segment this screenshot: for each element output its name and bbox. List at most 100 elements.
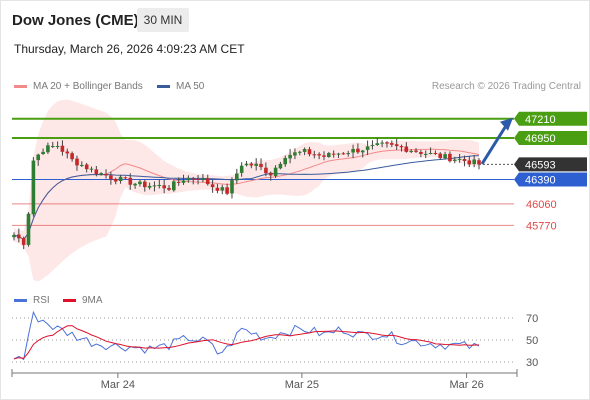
candle-body [12,235,16,238]
candle-body [36,154,40,161]
candle-body [390,143,394,145]
candle-body [17,234,21,239]
candles-group [12,137,481,250]
candle-body [51,146,55,147]
candle-body [433,153,438,154]
candle-body [336,153,341,155]
candle-body [346,153,350,155]
candle-body [113,178,118,182]
candle-body [225,187,229,194]
candle-body [443,154,447,159]
candle-body [322,155,326,157]
candle-body [409,151,413,152]
candle-body [21,238,26,245]
candle-body [41,151,45,154]
candle-body [288,154,292,159]
candle-body [448,153,452,162]
candle-body [162,185,166,189]
candle-body [80,165,84,166]
candle-body [75,158,79,166]
candle-body [138,181,142,185]
rsi-tick-label-50: 50 [526,335,538,347]
candle-body [360,150,365,153]
candle-body [399,146,404,148]
candle-body [428,153,433,154]
candle-body [143,181,147,188]
candle-body [254,163,258,166]
price-tag-text: 46390 [525,174,556,186]
candle-body [196,179,200,180]
legend-ma50: MA 50 [157,81,204,92]
candle-body [109,175,113,180]
ma50-line [13,155,480,241]
candle-body [302,149,307,152]
candle-body [123,177,128,179]
candle-body [191,178,195,180]
price-tag-46593: 46593 [514,157,587,172]
candle-body [147,185,152,188]
price-tag-bg [514,111,587,126]
candle-body [201,178,205,181]
legend-ma9: 9MA [63,295,103,306]
forecast-arrow-head [500,117,513,131]
x-tick-label: Mar 24 [101,379,135,391]
candle-body [327,153,331,157]
price-label-45770: 45770 [526,220,557,232]
candle-body [46,145,50,153]
rsi-line [13,310,480,361]
price-tag-bg [514,157,587,172]
ma50-swatch [157,85,170,88]
price-tag-text: 46593 [525,159,556,171]
candle-body [230,180,234,194]
rsi-swatch [14,299,27,302]
price-tag-bg [514,172,587,187]
candle-body [453,159,457,161]
bollinger-band-fill [14,99,479,282]
legend-ma20: MA 20 + Bollinger Bands [14,81,143,92]
ma20-legend-label: MA 20 + Bollinger Bands [33,81,143,92]
candle-body [31,160,36,215]
candle-body [273,167,278,176]
candle-body [419,152,423,154]
ma50-legend-label: MA 50 [176,81,205,92]
price-tag-bg [514,131,587,145]
legend-rsi: RSI [14,295,50,306]
price-tag-46950: 46950 [514,131,587,145]
candle-body [462,159,467,161]
candle-body [259,163,263,168]
candle-body [472,159,476,165]
rsi-ma9-line [13,325,480,360]
candle-body [457,158,462,160]
candle-body [99,173,103,175]
instrument-title: Dow Jones (CME) [12,12,139,29]
candle-body [249,163,254,166]
candle-body [268,172,273,176]
candle-body [239,165,244,173]
candle-body [404,146,409,152]
research-credit: Research © 2026 Trading Central [431,81,581,92]
candle-body [89,168,94,170]
candle-body [341,153,346,155]
candle-body [26,213,31,245]
candle-body [172,181,176,191]
candle-body [414,150,418,152]
timeframe-badge[interactable]: 30 MIN [137,8,189,32]
candle-body [264,167,268,174]
candle-body [438,153,442,159]
candle-body [293,152,297,156]
candle-body [298,151,302,153]
candle-body [423,153,428,155]
candle-body [84,164,89,170]
candle-body [152,185,157,187]
candle-body [385,142,389,144]
candle-body [375,143,380,145]
candle-body [394,144,399,147]
rsi-legend-label: RSI [33,295,50,306]
candle-body [181,180,186,183]
candle-body [118,176,123,181]
candle-body [220,187,225,191]
candle-body [278,163,283,169]
candle-body [133,183,137,186]
